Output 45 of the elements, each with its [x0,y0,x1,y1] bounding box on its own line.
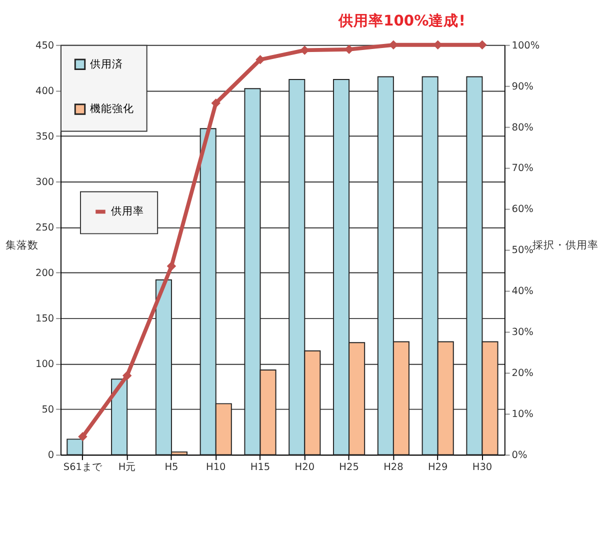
y2-tick-label: 100% [512,40,540,52]
y-axis-title: 集落数 [5,238,38,252]
y2-tick-label: 70% [512,163,534,174]
y2-tick-label: 60% [512,204,534,216]
y-tick-label: 450 [36,40,54,52]
legend-label: 供用済 [90,57,123,70]
y2-tick-label: 10% [512,409,534,420]
y-tick-label: 350 [36,131,54,142]
legend-label: 機能強化 [90,102,134,116]
y2-tick-label: 30% [512,327,534,338]
point [478,40,487,50]
point [166,262,176,271]
point [256,55,265,64]
x-tick-label: H30 [472,462,492,473]
y-tick-label: 400 [36,86,54,97]
y2-tick-label: 40% [512,286,534,298]
y-tick-label: 0 [48,450,54,462]
y2-tick-label: 0% [512,450,528,462]
point [78,432,88,442]
x-tick-label: H15 [250,462,270,473]
y-tick-label: 300 [36,176,54,188]
y-tick-label: 200 [36,268,54,279]
y-tick-label: 150 [36,313,54,324]
point [211,98,220,108]
x-tick-label: H25 [339,462,359,473]
point [122,370,132,380]
bar [111,378,128,456]
x-tick-label: H元 [118,462,136,473]
x-tick-label: H10 [206,462,226,473]
y-tick-label: 100 [36,359,54,370]
y2-tick-label: 50% [512,245,534,256]
y-tick-label: 250 [36,222,54,234]
x-tick-label: S61まで [63,462,103,473]
text: 供用率100%達成! [338,11,466,30]
x-tick-label: H5 [164,462,178,473]
bar [66,438,84,456]
y2-tick-label: 90% [512,81,534,92]
x-tick-label: H29 [428,462,448,473]
x-tick-label: H20 [294,462,315,473]
y-tick-label: 50 [42,404,54,416]
x-tick-label: H28 [384,462,404,473]
y2-axis-title: 採択・供用率 [532,238,598,252]
y2-tick-label: 20% [512,368,534,380]
y2-tick-label: 80% [512,122,534,134]
legend-label: 供用率 [111,204,144,218]
